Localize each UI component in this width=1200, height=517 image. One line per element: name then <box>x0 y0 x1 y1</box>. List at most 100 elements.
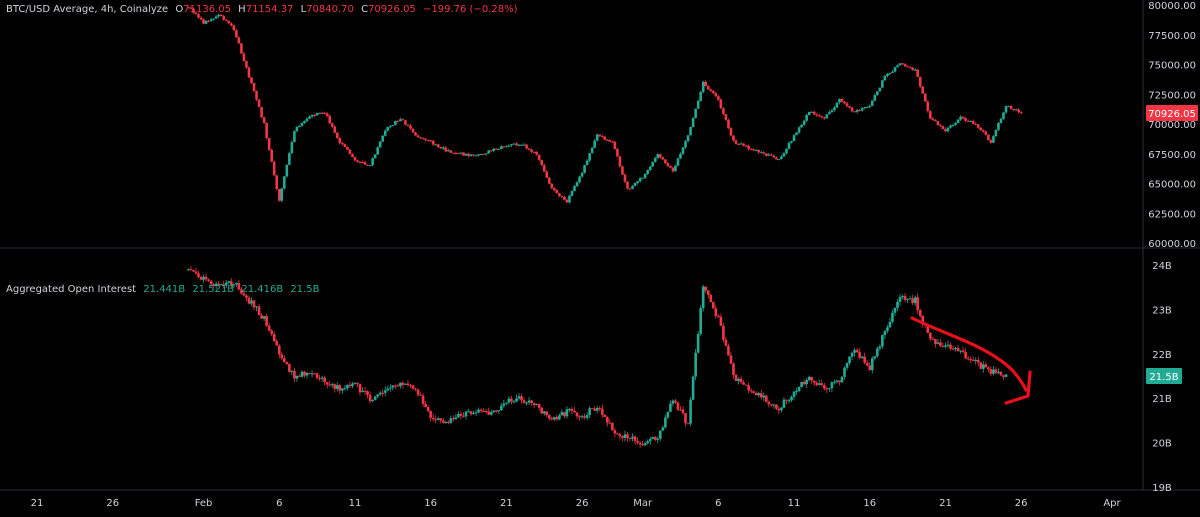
oi-candle-110 <box>464 411 468 417</box>
price-candle-197 <box>684 141 687 148</box>
price-candle-124 <box>500 146 503 149</box>
oi-candle-56 <box>328 384 332 386</box>
price-candle-157 <box>583 165 586 173</box>
price-candle-201 <box>694 108 697 118</box>
price-candle-233 <box>775 157 778 160</box>
oi-candle-116 <box>479 409 483 412</box>
price-candle-29 <box>260 107 263 118</box>
price-candle-123 <box>497 148 501 150</box>
price-candle-239 <box>790 141 793 143</box>
price-candle-47 <box>305 118 309 122</box>
price-candle-228 <box>762 152 766 154</box>
price-candle-159 <box>588 153 591 161</box>
price-candle-317 <box>987 134 990 141</box>
price-candle-88 <box>409 125 412 129</box>
oi-candle-314 <box>979 362 983 369</box>
price-candle-199 <box>689 127 692 136</box>
price-candle-214 <box>727 119 730 129</box>
oi-candle-5 <box>199 276 203 280</box>
oi-candle-88 <box>409 385 412 387</box>
oi-candle-316 <box>984 364 988 368</box>
price-candle-69 <box>361 162 364 164</box>
price-candle-145 <box>553 188 556 191</box>
price-candle-290 <box>918 76 922 87</box>
oi-candle-125 <box>502 403 506 406</box>
oi-candle-148 <box>560 412 564 416</box>
oi-candle-160 <box>590 408 594 410</box>
price-candle-39 <box>285 164 289 177</box>
price-candle-158 <box>585 160 589 166</box>
oi-candle-60 <box>338 385 342 391</box>
oi-candle-79 <box>386 388 390 391</box>
oi-candle-289 <box>916 297 919 311</box>
oi-candle-106 <box>454 417 458 420</box>
oi-candle-324 <box>1004 374 1008 377</box>
oi-candle-251 <box>820 383 824 386</box>
price-candle-92 <box>419 137 422 139</box>
oi-candle-7 <box>204 276 208 280</box>
price-candle-85 <box>401 119 405 121</box>
price-tick-label-5: 72500.00 <box>1148 90 1196 101</box>
price-candle-254 <box>828 112 831 115</box>
oi-candle-104 <box>449 418 453 423</box>
price-candle-154 <box>575 182 579 187</box>
oi-candle-105 <box>452 418 455 420</box>
price-candle-105 <box>452 152 455 154</box>
price-candle-265 <box>855 109 859 112</box>
price-candle-329 <box>1017 109 1020 113</box>
price-candle-7 <box>204 20 208 24</box>
oi-candle-167 <box>608 422 612 424</box>
price-candle-224 <box>752 149 755 151</box>
oi-candle-262 <box>848 356 851 364</box>
price-candle-151 <box>568 195 571 203</box>
price-candle-135 <box>527 148 531 150</box>
price-legend-change: −199.76 (−0.28%) <box>422 4 518 15</box>
time-tick-label-9: 6 <box>715 498 721 509</box>
price-candle-230 <box>767 154 771 156</box>
price-candle-40 <box>288 153 291 165</box>
oi-candle-75 <box>376 394 379 397</box>
price-candle-140 <box>540 159 543 166</box>
oi-candle-168 <box>611 423 614 431</box>
price-candle-106 <box>454 152 458 154</box>
price-candle-32 <box>267 138 271 150</box>
price-candle-296 <box>934 119 937 122</box>
oi-candle-221 <box>744 384 748 386</box>
price-candle-19 <box>235 30 238 38</box>
price-candle-168 <box>611 141 614 143</box>
oi-candle-177 <box>633 436 637 441</box>
oi-candle-234 <box>777 408 781 411</box>
oi-candle-183 <box>648 438 652 442</box>
price-candle-191 <box>669 165 672 168</box>
oi-candle-144 <box>550 418 554 420</box>
price-candle-128 <box>510 144 513 146</box>
oi-candle-235 <box>780 407 783 411</box>
oi-candle-315 <box>982 364 985 369</box>
price-candle-130 <box>515 143 518 146</box>
price-candle-217 <box>734 140 738 144</box>
oi-candle-306 <box>959 350 962 352</box>
price-candle-8 <box>207 20 210 22</box>
oi-candle-155 <box>578 416 581 418</box>
oi-candle-193 <box>674 400 677 403</box>
price-candle-235 <box>780 156 783 160</box>
oi-candle-142 <box>545 411 549 416</box>
price-candle-202 <box>696 100 700 109</box>
time-tick-label-12: 21 <box>939 498 952 509</box>
price-candle-198 <box>686 135 690 142</box>
price-candle-103 <box>447 150 450 152</box>
oi-candle-194 <box>676 402 680 410</box>
oi-candle-36 <box>277 345 281 355</box>
oi-candle-135 <box>527 400 531 403</box>
price-candle-42 <box>293 131 296 143</box>
price-candle-209 <box>714 93 718 97</box>
oi-candle-118 <box>484 411 488 413</box>
price-candle-22 <box>242 53 246 62</box>
oi-candle-146 <box>555 417 559 420</box>
oi-candle-305 <box>956 347 960 352</box>
price-candle-231 <box>770 154 773 156</box>
price-candle-291 <box>921 86 925 94</box>
price-candle-96 <box>429 140 432 142</box>
price-candle-298 <box>939 125 942 127</box>
